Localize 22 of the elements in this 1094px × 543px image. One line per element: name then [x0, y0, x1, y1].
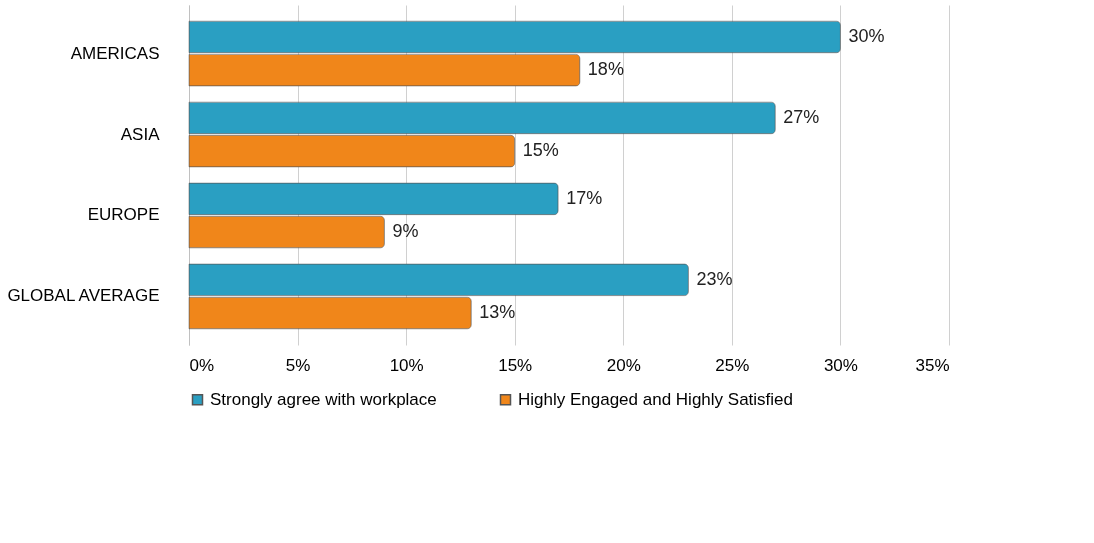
y-tick-label: AMERICAS: [70, 43, 160, 63]
x-tick-label: 10%: [389, 355, 424, 375]
x-tick-label: 30%: [823, 355, 858, 375]
x-tick-label: 15%: [498, 355, 533, 375]
data-label: 18%: [587, 59, 624, 80]
data-label: 15%: [522, 140, 559, 161]
x-tick-label: 5%: [285, 355, 311, 375]
x-tick-label: 20%: [606, 355, 641, 375]
data-label: 17%: [566, 187, 603, 208]
data-label: 23%: [696, 268, 733, 289]
data-label: 9%: [392, 221, 419, 242]
x-tick-label: 35%: [915, 355, 950, 375]
y-tick-label: EUROPE: [87, 205, 160, 225]
y-tick-label: ASIA: [120, 124, 161, 144]
data-label: 27%: [783, 106, 820, 127]
x-tick-label: 25%: [715, 355, 750, 375]
data-label: 13%: [479, 302, 516, 323]
data-label: 30%: [848, 25, 885, 46]
legend-label: Strongly agree with workplace: [210, 389, 437, 409]
legend-label: Highly Engaged and Highly Satisfied: [518, 389, 794, 409]
y-tick-label: GLOBAL AVERAGE: [7, 286, 160, 306]
x-tick-label: 0%: [189, 355, 215, 375]
